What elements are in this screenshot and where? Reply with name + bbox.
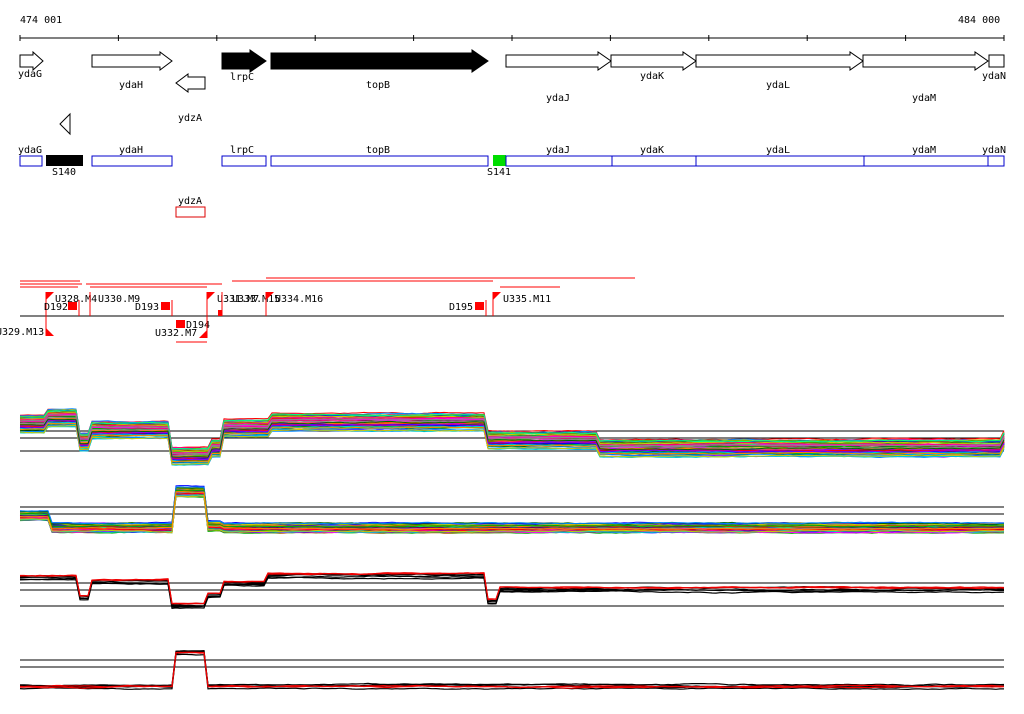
gene-label-ydaM: ydaM xyxy=(912,93,936,104)
annot-box-topB[interactable] xyxy=(270,155,489,167)
annot-label-topB: topB xyxy=(366,145,390,156)
annot-box-ydzA[interactable] xyxy=(175,206,206,218)
annot-box-ydaJ[interactable] xyxy=(505,155,613,167)
gene-label-ydaJ: ydaJ xyxy=(546,93,570,104)
feature-label-u335: U335.M11 xyxy=(503,294,551,305)
feature-flag-u331[interactable] xyxy=(207,292,215,300)
gene-label-ydaL: ydaL xyxy=(766,80,790,91)
feature-flag-u335[interactable] xyxy=(493,292,501,300)
gene-label-ydaG: ydaG xyxy=(18,69,42,80)
annot-label-ydaG: ydaG xyxy=(18,145,42,156)
feature-label-u331: U331.M7 xyxy=(217,294,259,305)
annot-box-ydaG[interactable] xyxy=(19,155,43,167)
annot-label-ydaL: ydaL xyxy=(766,145,790,156)
annot-label-ydaH: ydaH xyxy=(119,145,143,156)
feature-flag-u334[interactable] xyxy=(266,292,274,300)
segment-label-s141: S141 xyxy=(487,167,511,178)
feature-label-u330: U330.M9 xyxy=(98,294,140,305)
annotation-track: ydaG S140 ydaH lrpC topB S141 ydaJ ydaK … xyxy=(18,145,1006,218)
annot-box-ydaH[interactable] xyxy=(91,155,173,167)
gene-arrow-ydaJ[interactable] xyxy=(505,51,612,71)
feature-flag-u332[interactable] xyxy=(199,330,207,338)
annot-label-ydzA: ydzA xyxy=(178,196,202,207)
gene-label-lrpC: lrpC xyxy=(230,72,254,83)
feature-flag-u328[interactable] xyxy=(46,292,54,300)
gene-label-ydzA: ydzA xyxy=(178,113,202,124)
feature-label-u332: U332.M7 xyxy=(155,328,197,339)
expression-panel-selected-reverse xyxy=(19,649,1005,691)
gene-arrow-track: ydaG ydaH ydzA lrpC topB ydaJ ydaK ydaL … xyxy=(18,49,1006,136)
annot-box-ydaM[interactable] xyxy=(863,155,989,167)
annot-label-lrpC: lrpC xyxy=(230,145,254,156)
feature-box-d193[interactable] xyxy=(161,302,170,310)
gene-arrow-ydaG[interactable] xyxy=(19,50,44,72)
gene-arrow-ydzA[interactable] xyxy=(175,73,206,93)
feature-label-d195: D195 xyxy=(449,302,473,313)
feature-label-d194: D194 xyxy=(186,320,210,331)
segment-s140[interactable] xyxy=(46,155,83,166)
gene-label-ydaK: ydaK xyxy=(640,71,664,82)
ruler-start-label: 474 001 xyxy=(20,15,62,26)
gene-label-topB: topB xyxy=(366,80,390,91)
annot-box-ydaK[interactable] xyxy=(611,155,697,167)
annot-label-ydaK: ydaK xyxy=(640,145,664,156)
gene-arrow-topB[interactable] xyxy=(270,49,489,73)
gene-arrow-ydaH[interactable] xyxy=(91,51,173,71)
expression-panel-reverse-strand xyxy=(19,485,1005,534)
gene-arrow-lrpC[interactable] xyxy=(221,49,267,73)
gene-label-ydaH: ydaH xyxy=(119,80,143,91)
expression-panel-selected-forward xyxy=(19,572,1005,609)
feature-track: U328.M4 U330.M9 D192 D193 U331.M7 U333.M… xyxy=(0,277,1004,343)
feature-label-d193: D193 xyxy=(135,302,159,313)
feature-flag-u329[interactable] xyxy=(46,328,54,336)
feature-label-u328: U328.M4 xyxy=(55,294,97,305)
gene-box-ydaN[interactable] xyxy=(988,54,1005,68)
feature-box-d192[interactable] xyxy=(68,302,77,310)
coordinate-ruler: 474 001 484 000 xyxy=(19,15,1005,41)
gene-arrow-ydaL[interactable] xyxy=(695,51,864,71)
reverse-marker-icon xyxy=(59,112,71,136)
annot-box-ydaN[interactable] xyxy=(987,155,1005,167)
feature-label-u333: U333.M15 xyxy=(232,294,280,305)
annot-box-ydaL[interactable] xyxy=(695,155,865,167)
feature-box-d195[interactable] xyxy=(475,302,484,310)
annot-label-ydaM: ydaM xyxy=(912,145,936,156)
gene-arrow-ydaM[interactable] xyxy=(862,51,989,71)
gene-arrow-ydaK[interactable] xyxy=(610,51,697,71)
gene-label-ydaN: ydaN xyxy=(982,71,1006,82)
feature-label-d192: D192 xyxy=(44,302,68,313)
expression-panel-all-conditions xyxy=(19,408,1005,466)
ruler-end-label: 484 000 xyxy=(958,15,1000,26)
feature-label-u334: U334.M16 xyxy=(275,294,323,305)
feature-label-u329: U329.M13 xyxy=(0,327,44,338)
annot-label-ydaJ: ydaJ xyxy=(546,145,570,156)
annot-box-lrpC[interactable] xyxy=(221,155,267,167)
feature-box-d194[interactable] xyxy=(176,320,185,328)
annot-label-ydaN: ydaN xyxy=(982,145,1006,156)
segment-s141[interactable] xyxy=(493,155,506,166)
segment-label-s140: S140 xyxy=(52,167,76,178)
